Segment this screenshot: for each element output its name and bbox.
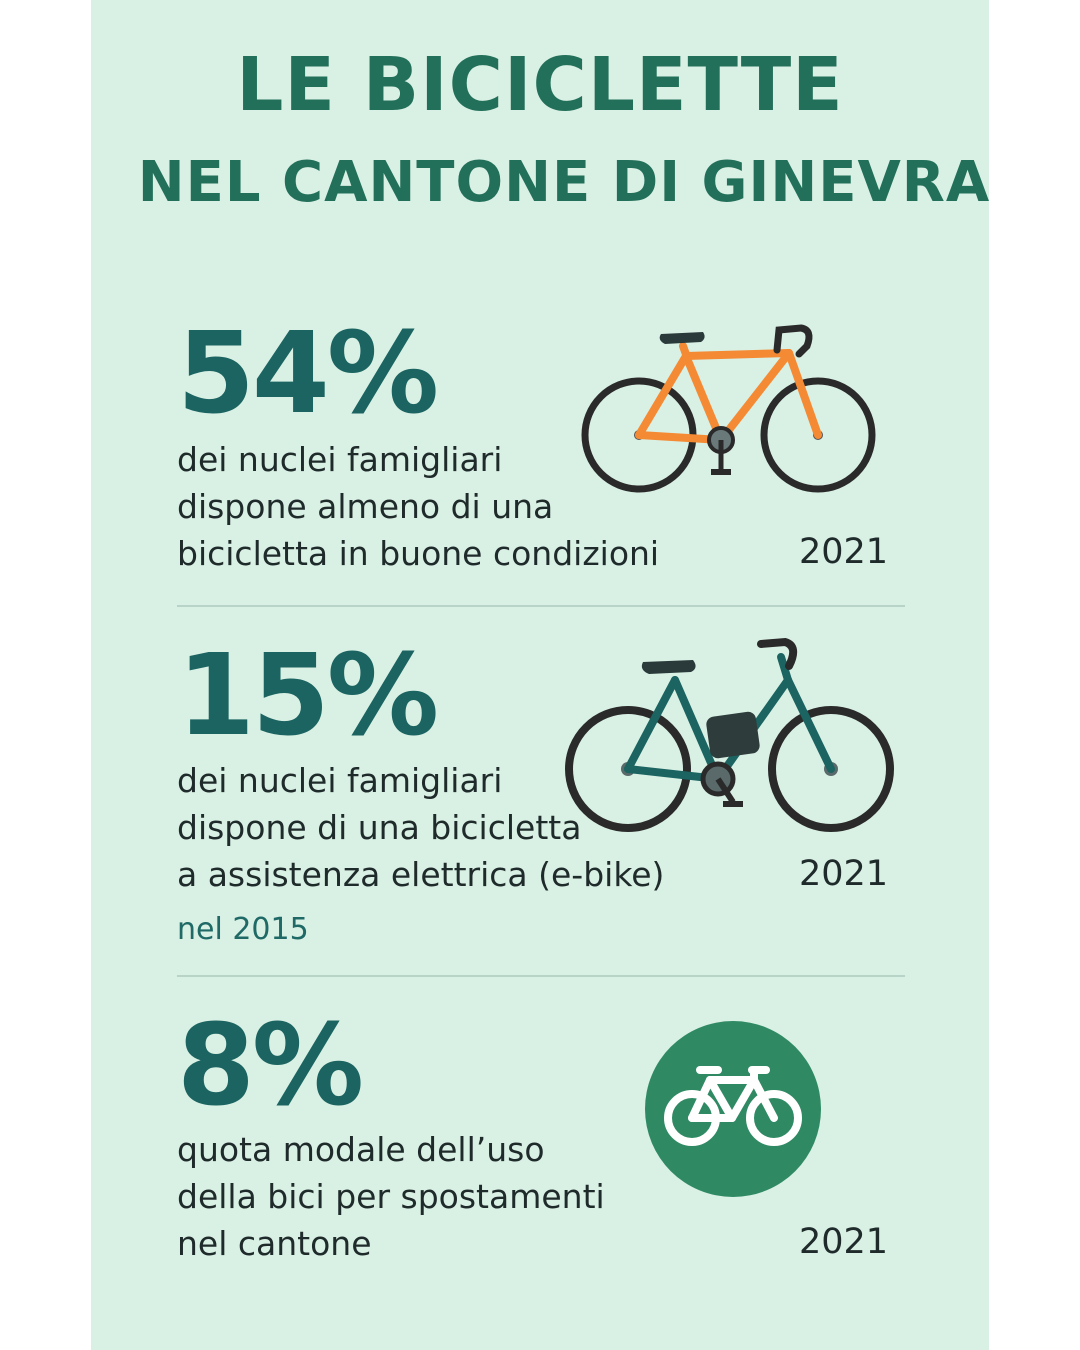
stat-description: quota modale dell’uso della bici per spo… [177, 1126, 605, 1267]
infographic-poster: LE BICICLETTE NEL CANTONE DI GINEVRA 54%… [91, 0, 989, 1350]
description-line: nel cantone [177, 1224, 372, 1263]
stat-year: 2021 [799, 854, 889, 894]
description-line: dei nuclei famigliari [177, 440, 503, 479]
stat-value: 8% [177, 1001, 364, 1131]
stat-note: nel 2015 [177, 912, 309, 947]
orange-road-bike-icon [581, 324, 876, 493]
teal-e-bike-icon [565, 637, 894, 832]
divider [177, 975, 905, 977]
green-bicycle-sign-icon [645, 1021, 821, 1197]
description-line: a assistenza elettrica (e-bike) [177, 855, 665, 894]
description-line: dei nuclei famigliari [177, 761, 503, 800]
description-line: bicicletta in buone condizioni [177, 534, 660, 573]
description-line: dispone di una bicicletta [177, 808, 582, 847]
description-line: quota modale dell’uso [177, 1130, 545, 1169]
stat-description: dei nuclei famigliari dispone di una bic… [177, 757, 664, 898]
description-line: dispone almeno di una [177, 487, 554, 526]
title-line-1: LE BICICLETTE [236, 42, 844, 128]
divider [177, 605, 905, 607]
stat-year: 2021 [799, 1222, 889, 1262]
stat-value: 54% [177, 309, 439, 439]
stat-description: dei nuclei famigliari dispone almeno di … [177, 436, 659, 577]
stat-value: 15% [177, 631, 439, 761]
stat-year: 2021 [799, 532, 889, 572]
title-line-2: NEL CANTONE DI GINEVRA [137, 150, 991, 215]
description-line: della bici per spostamenti [177, 1177, 605, 1216]
